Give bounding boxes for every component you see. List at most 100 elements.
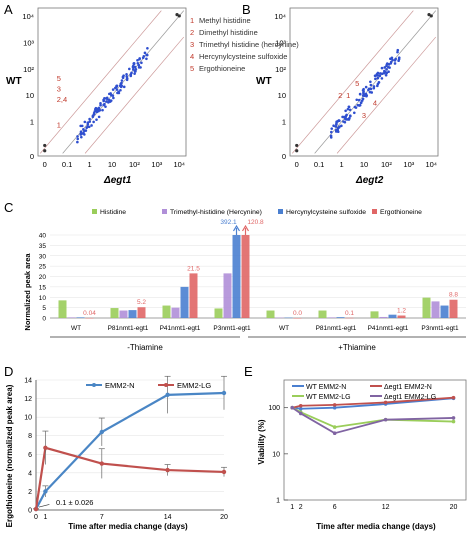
annotation-pointer	[38, 504, 50, 508]
data-point	[129, 73, 133, 76]
y-tick-label: 10³	[23, 38, 34, 47]
data-point	[376, 71, 380, 75]
data-point	[76, 140, 79, 144]
y-tick-label: 10	[278, 91, 286, 100]
data-point	[334, 125, 338, 128]
data-point	[397, 59, 400, 63]
diagonal-line-2	[336, 36, 437, 154]
data-point	[221, 469, 227, 475]
data-point	[136, 62, 140, 65]
legend-number: 4	[190, 52, 194, 61]
data-point	[396, 48, 400, 52]
data-point	[103, 96, 106, 100]
bar	[137, 307, 146, 318]
data-point	[385, 71, 389, 75]
y-axis-label-a: WT	[6, 76, 22, 87]
panel-label-e: E	[244, 364, 253, 379]
data-point	[92, 120, 95, 124]
panel-label-a: A	[4, 2, 13, 17]
legend-entry-label: Methyl histidine	[199, 16, 251, 25]
bar	[58, 300, 67, 318]
data-point	[330, 127, 334, 130]
data-point	[133, 69, 137, 73]
annotation-label: 5	[355, 79, 359, 88]
plot-frame-e	[283, 379, 467, 501]
data-point	[364, 85, 368, 89]
y-tick-label: 10	[24, 415, 32, 422]
x-tick-label: 1	[87, 160, 91, 169]
data-point	[98, 108, 102, 112]
data-point	[380, 72, 384, 75]
legend-label: EMM2-LG	[177, 381, 211, 390]
data-point	[79, 130, 83, 133]
annotation-label: 3	[362, 111, 366, 120]
diagonal-line-1	[291, 10, 414, 154]
data-point	[374, 74, 377, 77]
bar	[370, 311, 379, 318]
legend-entry-label: Ergothioneine	[199, 64, 245, 73]
value-label: 0.04	[83, 310, 96, 317]
data-point	[372, 86, 376, 90]
data-point	[369, 83, 373, 87]
data-point	[80, 135, 83, 139]
x-tick-label: 1	[290, 504, 294, 511]
data-point	[451, 395, 456, 400]
data-point	[88, 120, 92, 123]
legend-label: Δegt1 EMM2-LG	[384, 394, 436, 401]
y-tick-label: 8	[28, 433, 32, 440]
data-point	[138, 57, 141, 61]
data-point	[298, 411, 303, 416]
data-point	[451, 419, 456, 424]
diagonal-line-2	[84, 36, 185, 154]
data-point	[298, 406, 303, 411]
data-point	[43, 445, 48, 450]
bar	[397, 315, 406, 318]
bar	[189, 273, 198, 318]
y-tick-label: 4	[28, 470, 32, 477]
data-point	[221, 390, 227, 396]
bar	[76, 317, 85, 318]
legend-label: Hercynylcysteine sulfoxide	[286, 209, 366, 216]
data-point	[358, 92, 362, 96]
data-point	[295, 149, 299, 153]
data-point	[348, 108, 352, 112]
data-point	[341, 115, 344, 119]
data-point	[122, 85, 126, 89]
x-tick-label: 10⁴	[173, 160, 185, 169]
data-point	[451, 416, 456, 420]
x-tick-label: 10	[360, 160, 368, 169]
data-point	[383, 400, 388, 405]
data-point	[385, 68, 388, 71]
annotation-label: 5	[57, 74, 61, 83]
data-point	[362, 92, 365, 95]
bar	[345, 317, 354, 319]
data-point	[374, 77, 377, 81]
legend-number: 1	[190, 16, 194, 25]
y-tick-label: 10	[26, 91, 34, 100]
data-point	[344, 114, 348, 118]
data-point	[99, 102, 102, 105]
data-point	[376, 76, 380, 80]
data-point	[139, 66, 142, 69]
y-tick-label: 2	[28, 489, 32, 496]
x-tick-label: 10³	[403, 160, 414, 169]
x-tick-label: 12	[382, 504, 390, 511]
series-line	[291, 406, 454, 429]
data-point	[95, 118, 98, 121]
legend-number: 3	[190, 40, 194, 49]
data-point	[99, 103, 102, 107]
legend-label: Histidine	[100, 209, 126, 216]
y-tick-label: 0	[42, 316, 46, 323]
data-point	[393, 62, 397, 65]
x-tick-label: 1	[339, 160, 343, 169]
data-point	[355, 98, 359, 102]
bar	[293, 318, 302, 319]
data-point	[384, 73, 388, 77]
y-tick-label: 10³	[275, 38, 286, 47]
x-tick-label: 0.1	[314, 160, 324, 169]
legend-a: 1 Methyl histidine 2 Dimethyl histidine 3 Tri…	[190, 16, 299, 73]
bar	[379, 316, 388, 318]
data-point	[387, 70, 390, 74]
y-axis-label-d: Ergothioneine (normalized peak area)	[5, 384, 14, 527]
data-point	[131, 68, 135, 71]
